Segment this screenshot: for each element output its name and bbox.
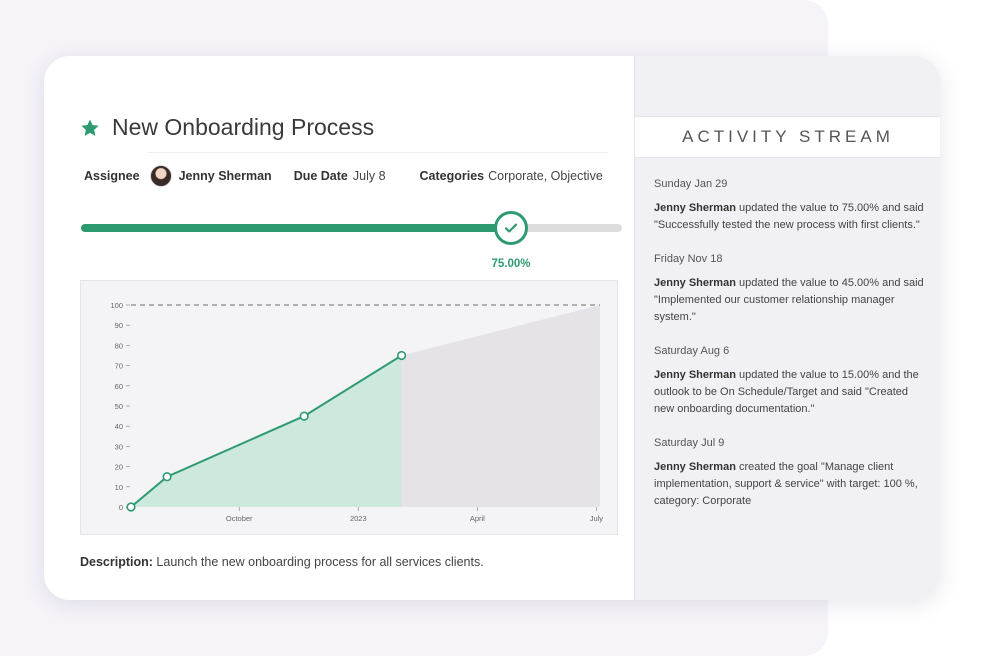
categories-label: Categories xyxy=(419,169,485,183)
activity-stream-header: ACTIVITY STREAM xyxy=(635,116,940,158)
progress-line xyxy=(130,354,403,508)
activity-text: Jenny Sherman updated the value to 15.00… xyxy=(654,367,924,418)
meta-row: Assignee Jenny Sherman Due Date July 8 C… xyxy=(84,164,603,188)
chart-svg: 0 10 20 30 40 50 60 70 80 90 100 October 2023 April Ju… xyxy=(110,301,604,523)
title-divider xyxy=(148,152,608,153)
progress-fill xyxy=(81,224,511,232)
activity-actor[interactable]: Jenny Sherman xyxy=(654,369,736,381)
activity-date: Saturday Aug 6 xyxy=(654,345,730,357)
activity-message: updated the value to 45.00% and said "Im… xyxy=(654,277,924,323)
y-tick-label: 30 xyxy=(115,442,123,451)
activity-entry: Sunday Jan 29 Jenny Sherman updated the v… xyxy=(654,178,924,234)
activity-text: Jenny Sherman updated the value to 45.00… xyxy=(654,275,924,326)
title-row: New Onboarding Process xyxy=(80,114,374,141)
activity-actor[interactable]: Jenny Sherman xyxy=(654,277,736,289)
description-label: Description: xyxy=(80,555,153,569)
activity-date: Friday Nov 18 xyxy=(654,253,723,265)
activity-date: Sunday Jan 29 xyxy=(654,178,728,190)
goal-card: New Onboarding Process Assignee Jenny Sh… xyxy=(44,56,940,600)
assignee-label: Assignee xyxy=(84,169,140,183)
activity-list: Sunday Jan 29 Jenny Sherman updated the v… xyxy=(654,178,924,529)
progress-area xyxy=(131,355,402,507)
y-tick-label: 70 xyxy=(115,362,123,371)
activity-message: updated the value to 15.00% and the outl… xyxy=(654,369,919,415)
progress-slider[interactable] xyxy=(81,211,622,245)
activity-text: Jenny Sherman updated the value to 75.00… xyxy=(654,200,924,234)
x-tick-label: 2023 xyxy=(350,514,367,523)
y-tick-label: 40 xyxy=(115,422,123,431)
activity-message: updated the value to 75.00% and said "Su… xyxy=(654,202,924,231)
data-point xyxy=(126,502,136,512)
y-tick-label: 10 xyxy=(115,483,123,492)
progress-chart: 0 10 20 30 40 50 60 70 80 90 100 October 2023 April Ju… xyxy=(80,280,618,535)
y-tick-label: 80 xyxy=(115,341,123,350)
data-point xyxy=(299,411,309,421)
y-tick-label: 50 xyxy=(115,402,123,411)
check-icon xyxy=(504,223,518,233)
due-date-value: July 8 xyxy=(352,169,386,183)
y-tick-label: 100 xyxy=(110,301,123,310)
x-tick-label: April xyxy=(470,514,485,523)
y-tick-label: 90 xyxy=(115,321,123,330)
x-tick-label: July xyxy=(590,514,604,523)
y-tick-label: 20 xyxy=(115,463,123,472)
star-icon[interactable] xyxy=(80,118,100,138)
activity-text: Jenny Sherman created the goal "Manage c… xyxy=(654,459,924,510)
activity-entry: Saturday Aug 6 Jenny Sherman updated the … xyxy=(654,345,924,418)
progress-value: 75.00% xyxy=(491,258,531,270)
activity-message: created the goal "Manage client implemen… xyxy=(654,461,918,507)
avatar xyxy=(149,165,172,187)
activity-panel: ACTIVITY STREAM Sunday Jan 29 Jenny Sherm… xyxy=(634,56,940,600)
progress-handle[interactable] xyxy=(494,211,528,245)
due-date-label: Due Date xyxy=(293,169,348,183)
activity-actor[interactable]: Jenny Sherman xyxy=(654,202,736,214)
activity-actor[interactable]: Jenny Sherman xyxy=(654,461,736,473)
x-tick-label: October xyxy=(226,514,253,523)
y-tick-label: 60 xyxy=(115,382,123,391)
projection-area xyxy=(401,305,600,507)
goal-details-panel: New Onboarding Process Assignee Jenny Sh… xyxy=(44,56,634,600)
data-point xyxy=(396,350,407,361)
page-title: New Onboarding Process xyxy=(112,114,375,140)
y-tick-label: 0 xyxy=(119,503,123,512)
categories-value: Corporate, Objective xyxy=(488,169,603,183)
assignee-name[interactable]: Jenny Sherman xyxy=(178,169,272,183)
activity-entry: Saturday Jul 9 Jenny Sherman created the … xyxy=(654,437,924,510)
description-text: Launch the new onboarding process for al… xyxy=(152,555,484,569)
data-point xyxy=(162,472,172,482)
activity-date: Saturday Jul 9 xyxy=(654,437,725,449)
activity-entry: Friday Nov 18 Jenny Sherman updated the v… xyxy=(654,253,924,326)
description: Description: Launch the new onboarding p… xyxy=(80,555,484,569)
